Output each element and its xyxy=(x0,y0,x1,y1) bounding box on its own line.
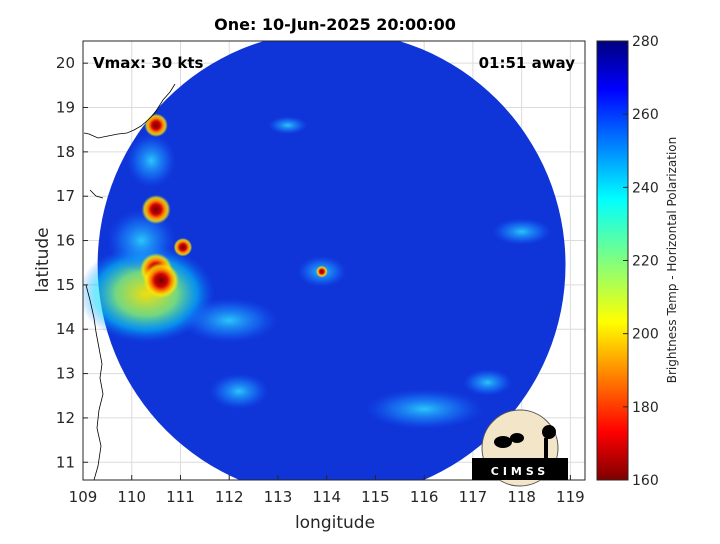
cold-cells xyxy=(139,113,328,299)
colorbar-tick-label: 280 xyxy=(632,34,659,50)
x-tick-label: 109 xyxy=(69,488,98,506)
y-tick-label: 11 xyxy=(56,453,75,471)
cold-cell xyxy=(144,113,168,137)
x-tick-label: 113 xyxy=(264,488,293,506)
y-tick-label: 16 xyxy=(56,232,75,250)
x-tick-label: 111 xyxy=(166,488,195,506)
y-tick-label: 14 xyxy=(56,320,75,338)
colorbar-ticks: 160 180 200 220 240 260 280 xyxy=(623,34,659,489)
cold-cell xyxy=(173,237,193,257)
x-axis-label: longitude xyxy=(295,513,375,533)
colorbar xyxy=(596,40,629,481)
colorbar-tick-label: 220 xyxy=(632,254,659,270)
coastline xyxy=(83,83,176,480)
x-tick-label: 116 xyxy=(410,488,439,506)
x-tick-label: 114 xyxy=(312,488,341,506)
chart-title: One: 10-Jun-2025 20:00:00 xyxy=(214,15,456,34)
x-tick-label: 115 xyxy=(361,488,390,506)
brightness-feature xyxy=(268,116,308,135)
x-tick-label: 112 xyxy=(215,488,244,506)
cimss-logo: CIMSS xyxy=(472,409,568,487)
colorbar-tick-label: 160 xyxy=(632,473,659,489)
brightness-feature xyxy=(126,134,176,188)
colorbar-tick-label: 200 xyxy=(632,327,659,343)
x-tick-label: 118 xyxy=(507,488,536,506)
colorbar-tick-label: 240 xyxy=(632,180,659,196)
x-tick-label: 119 xyxy=(556,488,585,506)
brightness-feature xyxy=(180,298,278,343)
brightness-feature xyxy=(463,369,512,396)
vmax-annotation: Vmax: 30 kts xyxy=(93,54,203,72)
y-tick-label: 17 xyxy=(56,187,75,205)
y-tick-label: 13 xyxy=(56,365,75,383)
x-tick-label: 110 xyxy=(117,488,146,506)
brightness-feature xyxy=(209,373,269,410)
plot-frame xyxy=(82,40,586,481)
cold-cell xyxy=(142,262,179,299)
axis-ticks: 109 110 111 112 113 114 115 116 117 118 119 11 12 13 1… xyxy=(56,54,585,506)
y-axis-label: latitude xyxy=(33,227,53,292)
x-tick-label: 117 xyxy=(459,488,488,506)
away-annotation: 01:51 away xyxy=(479,54,576,72)
logo-text: CIMSS xyxy=(491,465,549,478)
brightness-feature xyxy=(365,389,483,430)
y-tick-label: 20 xyxy=(56,54,75,72)
y-tick-label: 18 xyxy=(56,143,75,161)
cold-cell xyxy=(141,195,171,225)
colorbar-tick-label: 180 xyxy=(632,400,659,416)
y-tick-label: 19 xyxy=(56,99,75,117)
brightness-feature xyxy=(492,218,551,245)
colorbar-label: Brightness Temp - Horizontal Polarizatio… xyxy=(665,137,679,384)
cold-cell xyxy=(316,265,328,278)
y-tick-label: 12 xyxy=(56,409,75,427)
y-tick-label: 15 xyxy=(56,276,75,294)
colorbar-tick-label: 260 xyxy=(632,107,659,123)
